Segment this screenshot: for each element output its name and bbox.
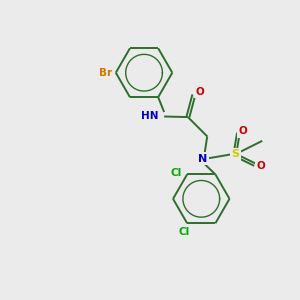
Text: O: O bbox=[257, 161, 266, 171]
Text: N: N bbox=[198, 154, 207, 164]
Text: O: O bbox=[238, 126, 247, 136]
Text: Cl: Cl bbox=[178, 227, 190, 237]
Text: Br: Br bbox=[99, 68, 112, 78]
Text: HN: HN bbox=[141, 112, 158, 122]
Text: Cl: Cl bbox=[170, 168, 182, 178]
Text: S: S bbox=[232, 149, 239, 159]
Text: O: O bbox=[195, 87, 204, 97]
